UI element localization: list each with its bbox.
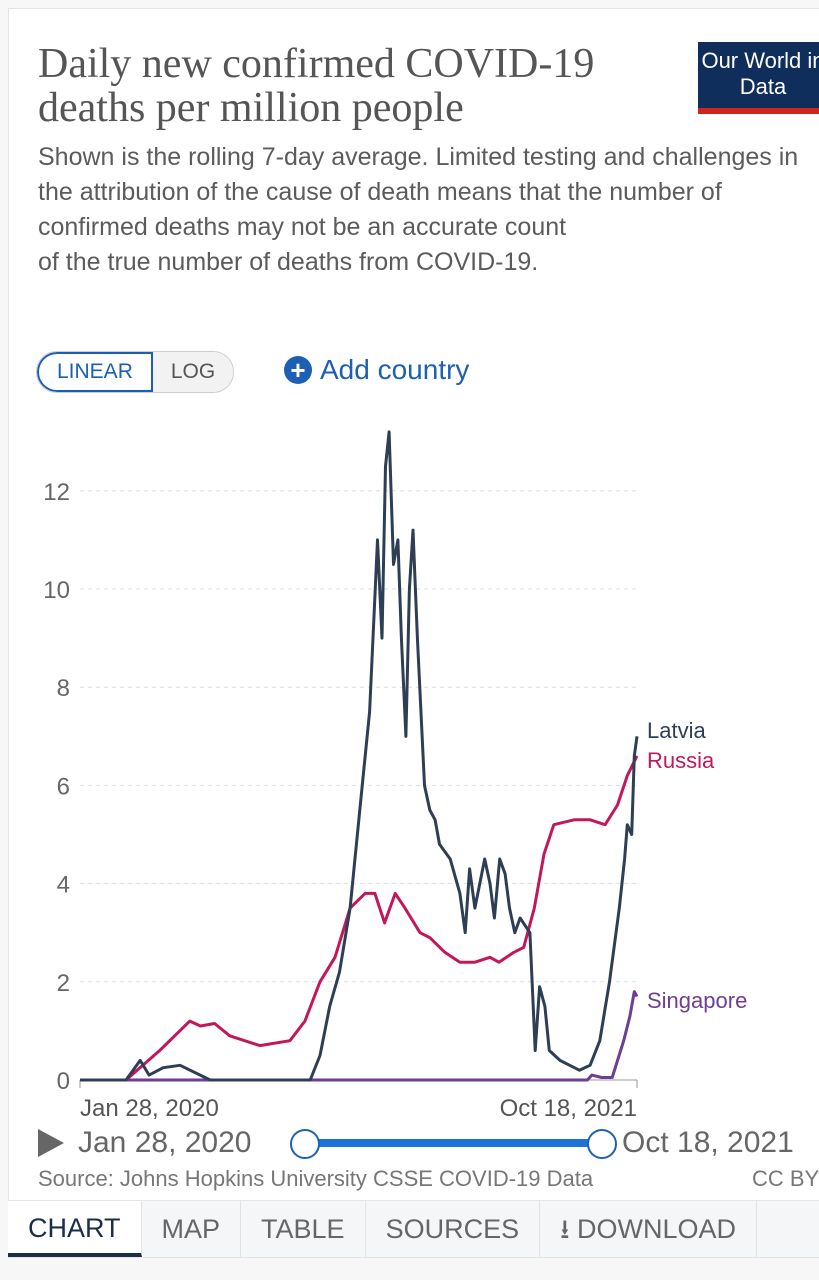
y-tick-label: 4 xyxy=(57,872,70,899)
chart-card xyxy=(8,8,819,1258)
source-note: Source: Johns Hopkins University CSSE CO… xyxy=(38,1166,594,1191)
tab-map[interactable]: MAP xyxy=(142,1201,242,1257)
tab-download-label: DOWNLOAD xyxy=(577,1214,737,1244)
series-line-singapore[interactable] xyxy=(80,990,639,1082)
plus-icon: + xyxy=(284,356,312,384)
line-chart: 0 2 4 6 8 10 12 Singapore Russia Latvia Jan 28, … xyxy=(43,430,747,1122)
y-tick-label: 10 xyxy=(43,577,70,604)
scale-toggle: LINEAR LOG xyxy=(36,351,235,393)
series-label-russia[interactable]: Russia xyxy=(647,748,715,773)
tab-table[interactable]: TABLE xyxy=(241,1201,366,1257)
log-button[interactable]: LOG xyxy=(152,352,234,392)
tab-chart[interactable]: CHART xyxy=(8,1201,142,1257)
series-label-singapore[interactable]: Singapore xyxy=(647,988,747,1013)
chart-title: Daily new confirmed COVID-19 deaths per … xyxy=(38,41,595,131)
tab-bar: CHART MAP TABLE SOURCES ⭳ DOWNLOAD xyxy=(8,1200,819,1257)
tab-download[interactable]: ⭳ DOWNLOAD xyxy=(540,1201,758,1257)
tab-sources[interactable]: SOURCES xyxy=(366,1201,541,1257)
y-tick-label: 2 xyxy=(57,970,70,997)
add-country-button[interactable]: + Add country xyxy=(284,354,469,386)
linear-button[interactable]: LINEAR xyxy=(37,352,153,392)
chart-subtitle: Shown is the rolling 7-day average. Limi… xyxy=(38,143,799,276)
license-label[interactable]: CC BY xyxy=(752,1166,819,1191)
play-icon[interactable] xyxy=(38,1129,64,1157)
timeline-track[interactable] xyxy=(304,1139,600,1147)
timeline-start-handle[interactable] xyxy=(290,1129,320,1159)
x-tick-start: Jan 28, 2020 xyxy=(80,1095,219,1122)
series-line-latvia[interactable] xyxy=(80,430,639,1082)
series-label-latvia[interactable]: Latvia xyxy=(647,718,706,743)
y-tick-label: 6 xyxy=(57,773,70,800)
series-line-russia[interactable] xyxy=(80,755,639,1082)
x-tick-end: Oct 18, 2021 xyxy=(500,1095,637,1122)
y-tick-label: 12 xyxy=(43,479,70,506)
timeline-end-label: Oct 18, 2021 xyxy=(622,1126,794,1159)
y-tick-label: 8 xyxy=(57,675,70,702)
timeline-start-label: Jan 28, 2020 xyxy=(78,1126,252,1159)
download-icon: ⭳ xyxy=(560,1214,578,1244)
timeline-end-handle[interactable] xyxy=(587,1129,617,1159)
add-country-label: Add country xyxy=(320,354,470,385)
y-tick-label: 0 xyxy=(57,1068,70,1095)
owid-logo[interactable]: Our World in Data xyxy=(698,42,819,114)
